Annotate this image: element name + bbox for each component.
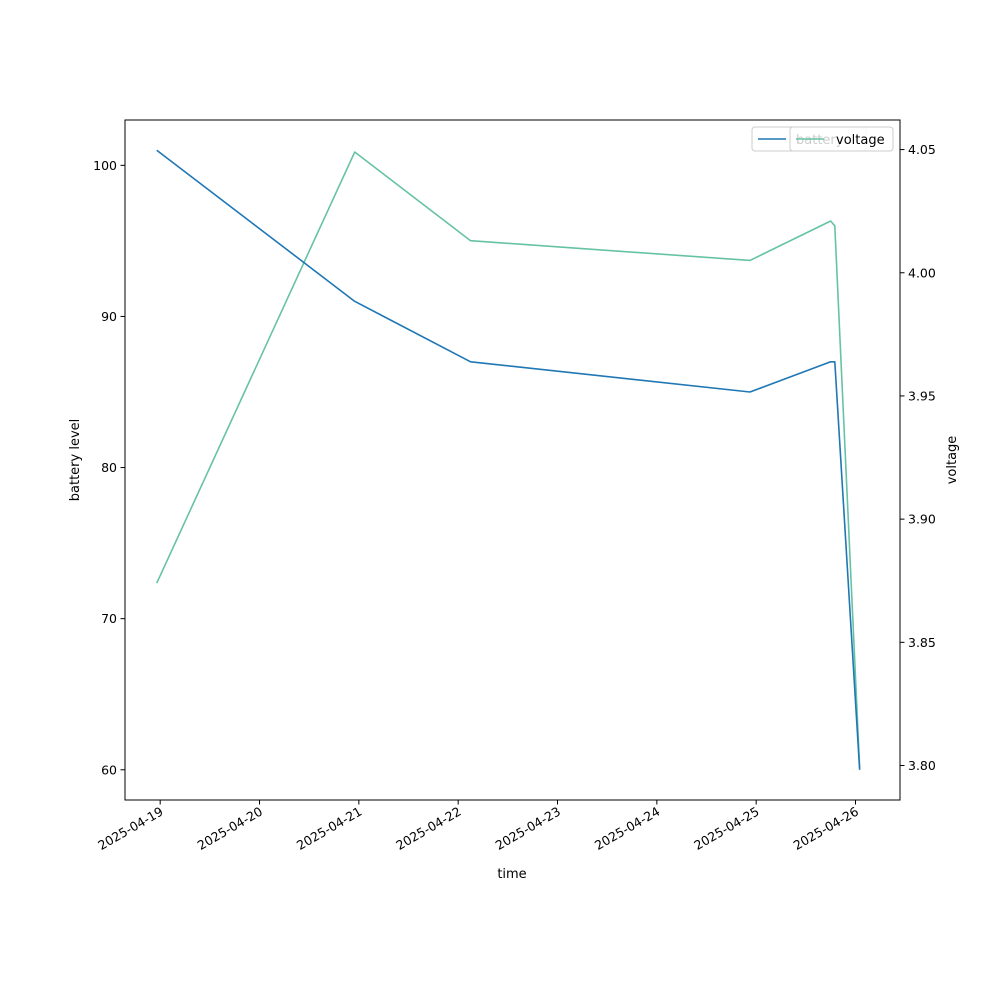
plot-frame (124, 119, 901, 801)
left-y-axis-ticks: 60 70 80 90 100 (93, 158, 125, 777)
right-y-tick-label: 3.95 (908, 388, 936, 403)
right-y-axis-ticks: 3.80 3.85 3.90 3.95 4.00 4.05 (900, 142, 936, 773)
plot-area (125, 120, 900, 800)
x-axis-title: time (497, 867, 526, 882)
right-y-axis-title: voltage (945, 436, 960, 485)
legend-voltage-label: voltage (836, 133, 885, 148)
left-y-tick-label: 80 (101, 460, 117, 475)
left-y-tick-label: 60 (101, 762, 117, 777)
series-line-battery (156, 149, 861, 770)
right-y-tick-label: 3.90 (908, 512, 936, 527)
right-y-tick-label: 3.80 (908, 758, 936, 773)
right-y-tick-label: 3.85 (908, 635, 936, 650)
left-y-axis-title: battery level (68, 419, 83, 502)
left-y-tick-label: 70 (101, 611, 117, 626)
left-y-tick-label: 90 (101, 309, 117, 324)
legend-box (789, 126, 894, 152)
left-y-tick-label: 100 (93, 158, 117, 173)
right-y-tick-label: 4.00 (908, 265, 936, 280)
legend-voltage: voltage (789, 126, 894, 152)
series-layer (156, 149, 861, 770)
series-line-voltage (156, 151, 861, 769)
right-y-tick-label: 4.05 (908, 142, 936, 157)
